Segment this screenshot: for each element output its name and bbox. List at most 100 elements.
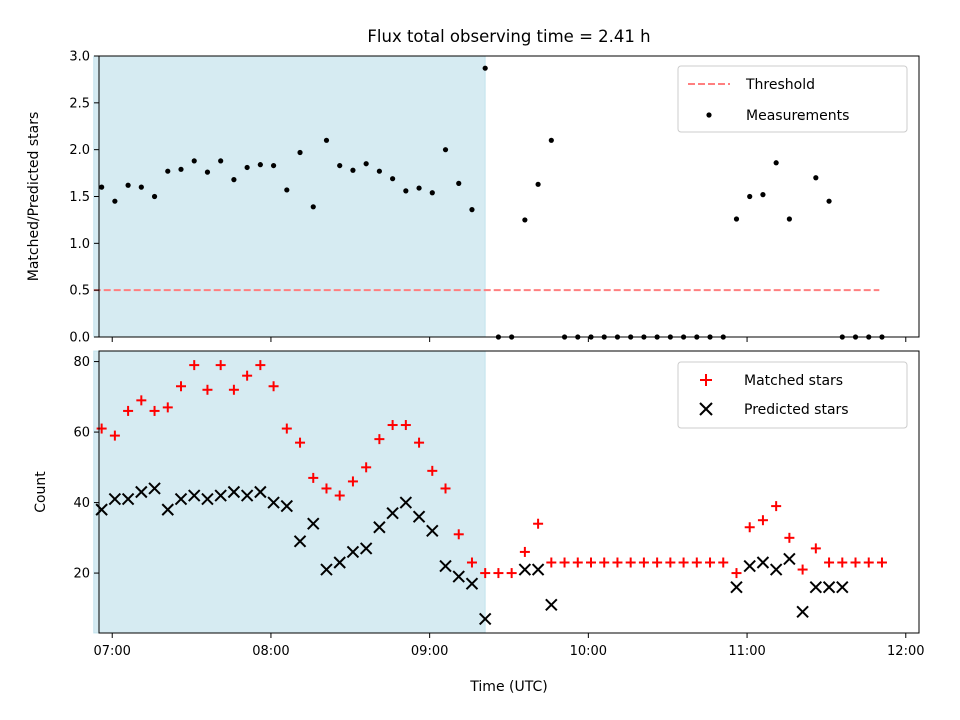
measurement-point <box>813 175 819 181</box>
measurement-point <box>178 166 184 172</box>
matched-star-point <box>824 557 835 568</box>
measurement-point <box>218 158 224 164</box>
measurement-point <box>403 188 409 194</box>
matched-star-point <box>599 557 610 568</box>
predicted-star-point <box>439 559 452 573</box>
matched-star-point <box>136 395 147 406</box>
matched-star-point <box>744 522 755 533</box>
measurements-legend-swatch <box>706 112 712 118</box>
predicted-star-point <box>307 517 320 530</box>
predicted-star-point <box>267 496 280 509</box>
measurement-point <box>112 198 118 204</box>
top-y-tick-label: 0.5 <box>69 284 90 299</box>
measurement-point <box>138 184 144 190</box>
measurement-point <box>482 65 488 71</box>
predicted-star-point <box>227 485 241 499</box>
matched-star-point <box>242 370 253 381</box>
measurement-point <box>125 182 131 188</box>
x-tick-label: 07:00 <box>93 644 130 659</box>
top-y-axis-label: Matched/Predicted stars <box>26 112 42 282</box>
matched-star-point <box>771 501 782 512</box>
predicted-star-point <box>783 552 796 566</box>
predicted-marker-b <box>135 485 148 499</box>
predicted-star-point <box>161 503 174 516</box>
x-tick-label: 12:00 <box>887 644 924 659</box>
matched-star-point <box>731 568 742 579</box>
matched-star-point <box>863 557 874 568</box>
predicted-marker-b <box>822 580 836 594</box>
x-axis-label: Time (UTC) <box>469 679 547 695</box>
predicted-marker-b <box>307 517 320 530</box>
matched-star-point <box>109 430 120 441</box>
measurement-point <box>786 216 792 222</box>
predicted-marker-b <box>188 489 201 502</box>
top-y-tick-label: 2.5 <box>69 96 90 111</box>
matched-star-point <box>414 437 425 448</box>
predicted-star-point <box>201 492 214 506</box>
predicted-marker-b <box>121 492 135 506</box>
measurement-point <box>522 217 528 223</box>
predicted-marker-b <box>174 492 188 506</box>
measurement-point <box>310 204 316 210</box>
predicted-marker-b <box>439 559 452 573</box>
matched-star-point <box>559 557 570 568</box>
predicted-marker-b <box>240 489 254 502</box>
measurement-point <box>469 207 475 213</box>
predicted-star-point <box>531 563 545 576</box>
matched-star-point <box>308 472 319 483</box>
measurement-point <box>773 160 779 166</box>
measurement-point <box>442 147 449 153</box>
matched-star-point <box>837 557 848 568</box>
measurement-point <box>257 162 263 168</box>
predicted-marker-b <box>730 580 743 594</box>
matched-star-point <box>268 381 279 392</box>
matched-star-point <box>466 557 477 568</box>
matched-star-point <box>612 557 623 568</box>
predicted-star-point <box>452 570 465 583</box>
matched-star-point <box>572 557 583 568</box>
matched-star-point <box>678 557 689 568</box>
predicted-marker-b <box>214 489 227 502</box>
predicted-marker-b <box>201 492 214 506</box>
measurements-legend-label: Measurements <box>746 108 849 124</box>
predicted-star-point <box>399 496 413 509</box>
measurement-point <box>99 184 105 190</box>
x-tick-label: 11:00 <box>728 644 765 659</box>
matched-legend-swatch <box>700 374 712 386</box>
matched-star-point <box>652 557 663 568</box>
matched-star-point <box>546 557 557 568</box>
predicted-marker-b <box>161 503 174 516</box>
matched-star-point <box>295 437 306 448</box>
matched-star-point <box>176 381 186 392</box>
top-x-axis-ticks <box>111 337 907 342</box>
measurement-point <box>390 176 396 182</box>
predicted-marker-b <box>836 580 849 594</box>
predicted-marker-b <box>531 563 545 576</box>
measurement-point <box>231 177 237 183</box>
predicted-star-point <box>545 598 558 612</box>
bottom-y-tick-label: 80 <box>73 355 90 370</box>
matched-star-point <box>519 546 530 557</box>
predicted-star-point <box>518 563 532 576</box>
matched-star-point <box>374 434 385 445</box>
matched-star-point <box>427 465 438 476</box>
predicted-star-point <box>333 556 346 569</box>
matched-star-point <box>850 557 861 568</box>
predicted-marker-b <box>783 552 796 566</box>
measurement-point <box>191 158 197 164</box>
measurement-point <box>165 168 171 174</box>
predicted-star-point <box>174 492 188 506</box>
matched-star-point <box>638 557 649 568</box>
bottom-legend: Matched stars Predicted stars <box>677 361 908 429</box>
measurement-point <box>416 185 422 191</box>
predicted-star-point <box>730 580 743 594</box>
bottom-legend-box <box>677 361 908 429</box>
predicted-legend-label: Predicted stars <box>744 402 849 418</box>
predicted-marker-b <box>95 503 108 516</box>
chart-title: Flux total observing time = 2.41 h <box>367 27 650 46</box>
top-y-axis-ticks: 0.0 0.5 1.0 1.5 2.0 2.5 3.0 <box>69 50 99 346</box>
predicted-star-point <box>320 563 333 576</box>
measurement-point <box>151 193 158 200</box>
predicted-star-point <box>280 499 294 513</box>
matched-star-point <box>625 557 636 568</box>
